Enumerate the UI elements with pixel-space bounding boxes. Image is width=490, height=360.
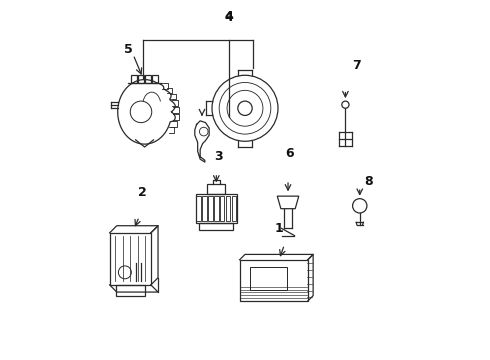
Bar xyxy=(240,260,308,301)
Bar xyxy=(232,197,236,221)
Text: 6: 6 xyxy=(286,147,294,159)
Bar xyxy=(196,197,201,221)
Text: 2: 2 xyxy=(138,186,147,199)
Bar xyxy=(207,184,225,194)
Text: 8: 8 xyxy=(365,175,373,188)
Bar xyxy=(249,267,287,290)
Bar xyxy=(196,194,237,223)
Text: 4: 4 xyxy=(224,11,233,24)
Bar xyxy=(146,75,151,83)
Text: 3: 3 xyxy=(214,150,222,163)
Bar xyxy=(152,75,158,83)
Text: 1: 1 xyxy=(275,222,283,235)
Bar xyxy=(220,197,224,221)
Bar xyxy=(199,223,233,230)
Bar xyxy=(214,197,219,221)
Bar xyxy=(202,197,207,221)
Bar xyxy=(208,197,213,221)
Bar xyxy=(138,75,144,83)
Text: 4: 4 xyxy=(224,10,233,23)
Text: 7: 7 xyxy=(353,59,361,72)
Bar xyxy=(110,233,151,285)
Bar xyxy=(116,285,145,296)
Bar xyxy=(226,197,230,221)
Text: 5: 5 xyxy=(124,42,133,55)
Bar xyxy=(131,75,137,83)
